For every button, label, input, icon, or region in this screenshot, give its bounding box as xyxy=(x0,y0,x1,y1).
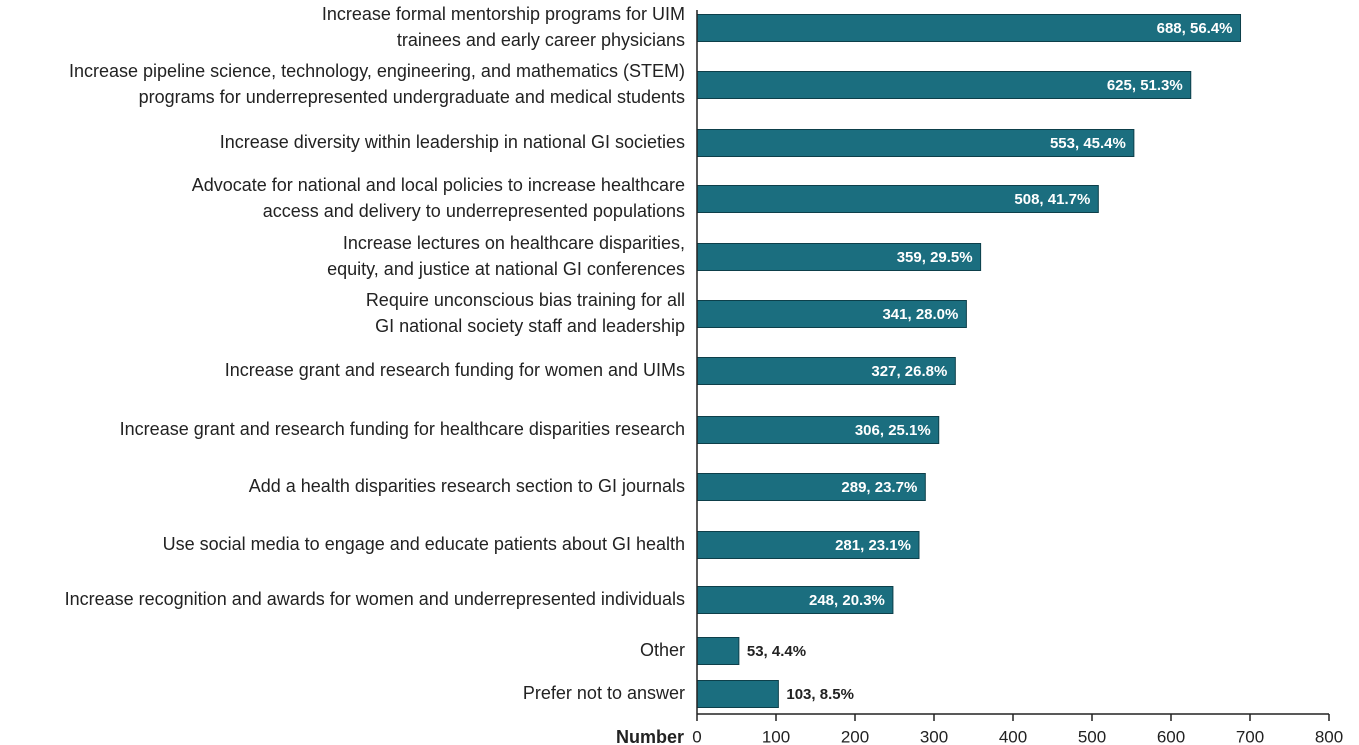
category-label: Other xyxy=(640,640,685,660)
value-label: 359, 29.5% xyxy=(897,249,973,266)
x-tick-label: 700 xyxy=(1236,727,1264,745)
bar xyxy=(696,14,1242,42)
value-label: 508, 41.7% xyxy=(1014,191,1090,208)
bar xyxy=(696,637,740,665)
value-label: 53, 4.4% xyxy=(747,643,806,660)
category-label: trainees and early career physicians xyxy=(397,30,685,50)
bar xyxy=(696,71,1192,99)
value-label: 625, 51.3% xyxy=(1107,77,1183,94)
category-label: Increase grant and research funding for … xyxy=(120,419,685,439)
value-label: 327, 26.8% xyxy=(871,363,947,380)
category-label: Add a health disparities research sectio… xyxy=(249,476,685,496)
category-label: Increase diversity within leadership in … xyxy=(220,132,685,152)
category-label: Require unconscious bias training for al… xyxy=(366,290,685,310)
category-label: programs for underrepresented undergradu… xyxy=(139,87,685,107)
bar xyxy=(696,243,982,271)
x-tick-label: 600 xyxy=(1157,727,1185,745)
value-label: 281, 23.1% xyxy=(835,537,911,554)
x-tick-label: 100 xyxy=(762,727,790,745)
x-tick-label: 800 xyxy=(1315,727,1343,745)
x-tick-label: 300 xyxy=(920,727,948,745)
value-label: 103, 8.5% xyxy=(786,686,854,703)
category-label: Increase pipeline science, technology, e… xyxy=(69,61,685,81)
value-label: 688, 56.4% xyxy=(1157,20,1233,37)
category-label: Increase lectures on healthcare disparit… xyxy=(343,233,685,253)
category-label: Advocate for national and local policies… xyxy=(192,175,685,195)
x-tick-label: 200 xyxy=(841,727,869,745)
bar xyxy=(696,129,1135,157)
category-label: GI national society staff and leadership xyxy=(375,316,685,336)
category-label: Prefer not to answer xyxy=(523,683,685,703)
bar xyxy=(696,531,920,559)
x-axis-label: Number xyxy=(616,727,684,745)
x-tick-label: 500 xyxy=(1078,727,1106,745)
value-label: 306, 25.1% xyxy=(855,422,931,439)
category-label: Increase formal mentorship programs for … xyxy=(322,4,685,24)
x-tick-label: 400 xyxy=(999,727,1027,745)
bar xyxy=(696,357,956,385)
bar xyxy=(696,586,894,614)
bar xyxy=(696,185,1099,213)
value-label: 553, 45.4% xyxy=(1050,135,1126,152)
category-label: Increase recognition and awards for wome… xyxy=(65,589,685,609)
value-label: 289, 23.7% xyxy=(841,479,917,496)
bar xyxy=(696,680,779,708)
value-label: 341, 28.0% xyxy=(882,306,958,323)
category-label: Increase grant and research funding for … xyxy=(225,360,685,380)
category-label: Use social media to engage and educate p… xyxy=(163,534,685,554)
category-label: access and delivery to underrepresented … xyxy=(263,201,685,221)
x-tick-label: 0 xyxy=(692,727,701,745)
category-label: equity, and justice at national GI confe… xyxy=(327,259,685,279)
value-label: 248, 20.3% xyxy=(809,592,885,609)
